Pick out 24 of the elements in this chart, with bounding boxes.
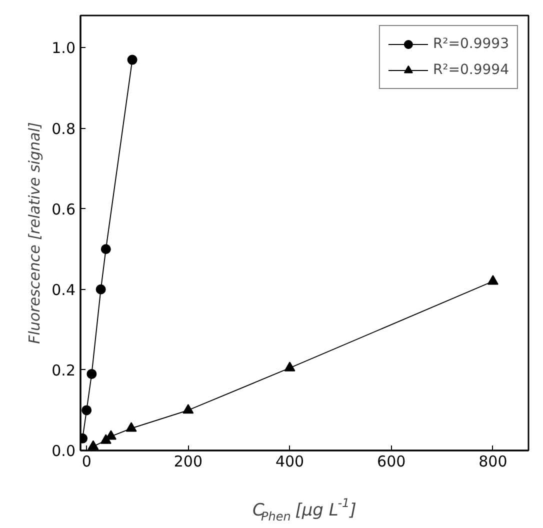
y-tick-label: 0.2 bbox=[52, 361, 76, 380]
x-tick-label: 0 bbox=[82, 452, 92, 470]
point bbox=[127, 54, 138, 65]
x-tick-label: 600 bbox=[377, 452, 406, 470]
y-tick-label: 1.0 bbox=[52, 39, 76, 58]
point bbox=[88, 440, 99, 450]
y-axis-title: Fluorescence [relative signal] bbox=[26, 122, 44, 344]
y-tick-label: 0.4 bbox=[52, 280, 76, 299]
legend-label: R²=0.9993 bbox=[432, 36, 509, 52]
point bbox=[96, 284, 106, 294]
x-tick-label: 200 bbox=[174, 452, 203, 470]
y-tick-label: 0.0 bbox=[52, 442, 76, 460]
point bbox=[487, 275, 498, 285]
point bbox=[82, 405, 92, 416]
point bbox=[182, 404, 194, 414]
legend-label: R²=0.9994 bbox=[432, 62, 509, 78]
y-tick-label: 0.6 bbox=[52, 200, 76, 218]
point bbox=[284, 362, 296, 372]
point bbox=[126, 422, 137, 432]
point bbox=[100, 244, 111, 254]
y-tick-label: 0.8 bbox=[52, 120, 76, 138]
x-tick-label: 400 bbox=[275, 452, 304, 470]
x-tick-label: 800 bbox=[478, 452, 508, 470]
point bbox=[86, 368, 97, 379]
